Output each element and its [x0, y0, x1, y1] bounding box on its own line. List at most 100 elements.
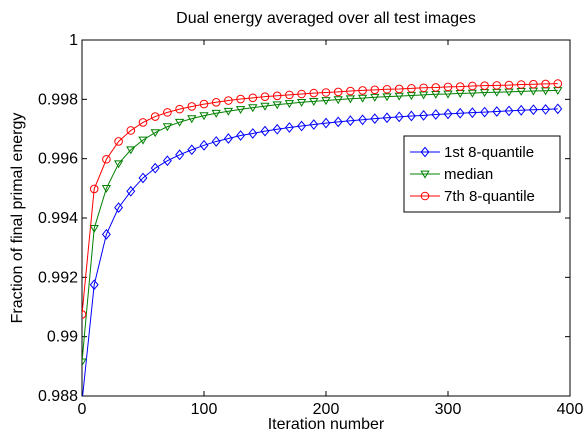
data-point: [138, 118, 148, 127]
legend-label: 1st 8-quantile: [444, 144, 534, 161]
data-point: [187, 102, 197, 111]
data-point: [345, 115, 355, 127]
data-point: [394, 111, 404, 123]
data-point: [260, 125, 270, 137]
series-1st-8-quantile: [82, 103, 563, 396]
data-point: [101, 184, 112, 193]
data-point: [321, 117, 331, 129]
data-point: [150, 129, 160, 138]
y-axis-label: Fraction of final primal energy: [9, 113, 26, 324]
data-point: [516, 80, 526, 89]
data-point: [211, 98, 221, 107]
legend: 1st 8-quantile median 7th 8-quantile: [403, 135, 561, 213]
data-point: [199, 112, 209, 121]
data-point: [284, 122, 294, 133]
data-point: [297, 120, 307, 132]
data-point: [406, 110, 416, 122]
series-layer: [82, 79, 563, 396]
data-point: [321, 88, 331, 97]
data-point: [309, 88, 319, 98]
data-point: [89, 184, 99, 194]
data-point: [101, 228, 111, 240]
data-point: [236, 130, 246, 141]
data-point: [236, 94, 245, 104]
data-point: [528, 104, 538, 116]
data-point: [443, 108, 453, 120]
data-point: [553, 79, 563, 88]
data-point: [126, 146, 136, 155]
data-point: [431, 83, 441, 92]
legend-item: median: [410, 166, 493, 183]
y-tick-label: 0.992: [38, 269, 78, 286]
data-point: [358, 86, 367, 95]
data-point: [382, 84, 392, 94]
data-point: [187, 115, 197, 124]
data-point: [370, 85, 380, 95]
data-point: [370, 93, 380, 102]
data-point: [260, 102, 270, 111]
data-point: [211, 136, 221, 147]
series-7th-8-quantile: [82, 79, 563, 319]
data-point: [162, 155, 172, 167]
data-point: [113, 160, 124, 169]
data-point: [284, 100, 295, 109]
data-point: [541, 104, 551, 115]
data-point: [126, 185, 136, 197]
data-point: [468, 81, 477, 91]
data-point: [126, 126, 136, 135]
data-point: [419, 109, 429, 121]
y-tick-label: 0.988: [38, 388, 78, 405]
data-point: [297, 89, 306, 99]
data-point: [516, 104, 526, 116]
data-point: [346, 86, 355, 96]
data-point: [223, 107, 234, 116]
data-point: [82, 358, 87, 367]
data-point: [541, 79, 550, 89]
data-point: [309, 119, 319, 130]
data-point: [529, 79, 538, 89]
data-point: [272, 101, 282, 110]
data-point: [248, 93, 258, 103]
x-axis-ticks: 0 100 200 300 400: [78, 40, 583, 418]
data-point: [492, 106, 502, 117]
data-point: [272, 91, 282, 101]
data-point: [345, 95, 356, 104]
data-point: [443, 82, 453, 92]
y-tick-label: 0.994: [38, 210, 78, 227]
y-tick-label: 1: [69, 32, 78, 49]
x-tick-label: 100: [191, 401, 218, 418]
data-point: [504, 105, 514, 117]
data-point: [370, 113, 380, 125]
x-tick-label: 200: [313, 401, 340, 418]
data-point: [211, 109, 221, 118]
data-point: [504, 80, 514, 90]
y-tick-label: 0.99: [47, 329, 78, 346]
data-point: [553, 103, 563, 115]
data-point: [199, 139, 209, 151]
data-point: [382, 112, 392, 124]
x-tick-label: 300: [435, 401, 462, 418]
legend-item: 1st 8-quantile: [410, 144, 534, 161]
data-point: [114, 137, 123, 146]
data-point: [333, 96, 343, 105]
y-axis-ticks: 0.988 0.99 0.992 0.994 0.996 0.998 1: [38, 32, 570, 405]
data-point: [260, 92, 270, 101]
data-point: [407, 84, 416, 93]
series-line: [82, 89, 558, 362]
data-point: [382, 93, 392, 102]
data-point: [175, 149, 185, 161]
data-point: [187, 144, 197, 156]
data-point: [357, 94, 368, 103]
legend-marker: [420, 191, 430, 201]
data-point: [162, 123, 173, 132]
legend-marker: [420, 170, 430, 179]
legend-label: median: [444, 166, 493, 183]
chart-title: Dual energy averaged over all test image…: [176, 10, 476, 27]
data-point: [333, 87, 343, 97]
data-point: [175, 104, 184, 114]
data-point: [138, 136, 148, 145]
data-point: [480, 106, 490, 118]
data-point: [492, 81, 502, 90]
data-point: [224, 96, 233, 105]
data-point: [419, 83, 428, 93]
